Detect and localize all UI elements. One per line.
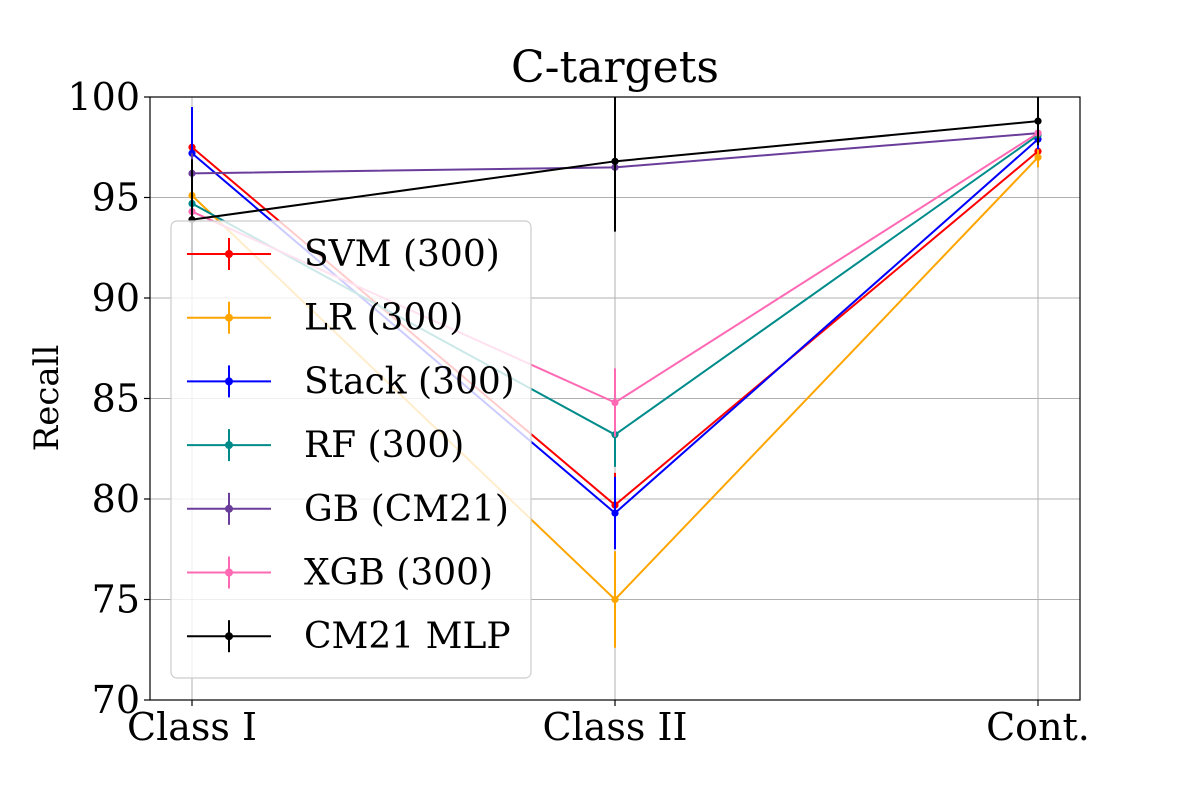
legend-entry-3: RF (300) bbox=[187, 425, 464, 466]
legend-entry-6: CM21 MLP bbox=[187, 616, 511, 657]
x-tick-label-0: Class I bbox=[127, 705, 257, 749]
data-point-2-1 bbox=[611, 509, 619, 517]
legend-marker-0 bbox=[225, 250, 233, 258]
legend: SVM (300) LR (300) Stack (300) RF (300) GB (… bbox=[170, 220, 532, 679]
data-point-5-1 bbox=[611, 398, 619, 407]
legend-entry-5: XGB (300) bbox=[187, 553, 493, 594]
y-tick-label-6: 100 bbox=[67, 75, 140, 119]
chart-title: C-targets bbox=[511, 42, 719, 93]
data-point-1-1 bbox=[611, 595, 619, 604]
legend-label-2: Stack (300) bbox=[304, 361, 515, 402]
y-tick-label-0: 70 bbox=[92, 678, 140, 722]
legend-marker-4 bbox=[225, 504, 233, 513]
legend-label-5: XGB (300) bbox=[304, 553, 493, 594]
legend-entry-2: Stack (300) bbox=[187, 361, 515, 402]
y-tick-label-2: 80 bbox=[92, 477, 140, 521]
legend-label-0: SVM (300) bbox=[304, 234, 500, 275]
legend-marker-2 bbox=[225, 377, 233, 386]
data-point-6-2 bbox=[1034, 117, 1042, 125]
legend-marker-3 bbox=[225, 441, 233, 450]
legend-marker-5 bbox=[225, 568, 233, 577]
x-tick-label-1: Class II bbox=[543, 705, 688, 749]
legend-label-3: RF (300) bbox=[304, 425, 464, 466]
legend-label-1: LR (300) bbox=[304, 298, 463, 339]
legend-label-4: GB (CM21) bbox=[304, 489, 509, 530]
legend-marker-6 bbox=[225, 632, 233, 641]
y-tick-label-5: 95 bbox=[92, 176, 140, 220]
legend-box bbox=[170, 220, 532, 679]
legend-entry-4: GB (CM21) bbox=[187, 489, 509, 530]
legend-label-6: CM21 MLP bbox=[304, 616, 511, 657]
y-tick-label-3: 85 bbox=[92, 377, 140, 421]
y-tick-label-1: 75 bbox=[92, 578, 140, 622]
x-tick-label-2: Cont. bbox=[986, 705, 1090, 749]
legend-marker-1 bbox=[225, 313, 233, 322]
data-point-6-1 bbox=[611, 157, 619, 165]
y-axis-label: Recall bbox=[27, 345, 67, 452]
tick-labels: 70 75 80 85 90 95 100 Class I Class II Cont. bbox=[67, 75, 1089, 749]
legend-entry-1: LR (300) bbox=[187, 298, 463, 339]
data-point-1-2 bbox=[1034, 153, 1042, 161]
legend-entry-0: SVM (300) bbox=[187, 234, 500, 275]
y-tick-label-4: 90 bbox=[92, 276, 140, 320]
